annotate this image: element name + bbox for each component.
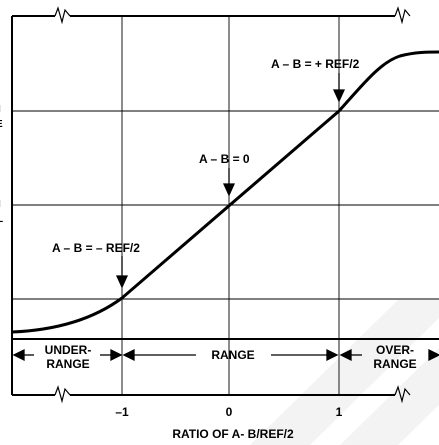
arrow-zero-head <box>222 183 236 197</box>
arrow-minus-head <box>115 275 129 289</box>
annotation-plus: A – B = + REF/2 <box>271 57 360 71</box>
break-bottom-left <box>54 385 71 404</box>
annotation-labels: A – B = + REF/2 A – B = 0 A – B = – REF/… <box>52 57 360 255</box>
under-arrow-right-head <box>110 348 123 362</box>
watermark-stripes <box>250 300 439 445</box>
range-labels: UNDER- RANGE RANGE OVER- RANGE <box>45 343 417 371</box>
range-label: RANGE <box>211 348 254 362</box>
transfer-curve <box>11 50 439 334</box>
under-range-line1: UNDER- <box>45 343 92 357</box>
arrow-plus-head <box>332 89 346 103</box>
left-clipped-chars: I E I L <box>0 104 3 225</box>
under-range-line2: RANGE <box>46 357 89 371</box>
over-range-line2: RANGE <box>373 357 416 371</box>
over-arrow-left-head <box>339 348 352 362</box>
clipped-char-3: I <box>0 199 1 210</box>
annotation-arrows <box>115 73 346 289</box>
range-arrows <box>12 348 439 362</box>
x-axis-title: RATIO OF A- B/REF/2 <box>172 427 294 441</box>
annotation-minus: A – B = – REF/2 <box>52 241 140 255</box>
break-bottom-right <box>394 385 411 404</box>
watermark-stripe-1 <box>250 300 439 445</box>
clipped-char-1: I <box>0 104 1 115</box>
over-range-line1: OVER- <box>376 343 414 357</box>
annotation-zero: A – B = 0 <box>199 152 250 166</box>
x-tick-1: 1 <box>336 405 343 419</box>
x-tick-labels: –1 0 1 <box>115 405 342 419</box>
clipped-char-5: L <box>0 214 3 225</box>
x-tick-0: 0 <box>226 405 233 419</box>
range-arrow-right-head <box>326 348 339 362</box>
clipped-char-2: E <box>0 119 3 130</box>
break-top-right <box>394 6 411 25</box>
axis-break-marks <box>54 6 411 404</box>
range-arrow-left-head <box>122 348 135 362</box>
under-arrow-left-head <box>12 348 25 362</box>
break-top-left <box>54 6 71 25</box>
x-tick-neg1: –1 <box>115 405 129 419</box>
watermark-stripe-2 <box>340 348 439 445</box>
over-arrow-right-head <box>428 348 439 362</box>
